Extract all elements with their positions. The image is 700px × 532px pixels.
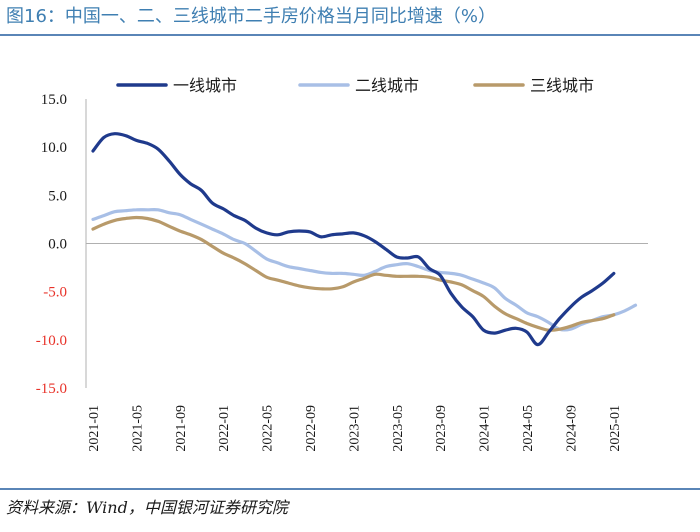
x-tick-label: 2023-05 — [391, 405, 406, 452]
y-tick-label: -5.0 — [43, 285, 67, 301]
x-tick-label: 2024-05 — [521, 405, 536, 452]
y-tick-label: -10.0 — [36, 333, 67, 349]
x-tick-label: 2022-09 — [304, 405, 319, 452]
x-tick-label: 2023-01 — [347, 405, 362, 452]
x-tick-label: 2023-09 — [434, 405, 449, 452]
x-tick-label: 2021-05 — [130, 405, 145, 452]
x-tick-label: 2024-01 — [478, 405, 493, 452]
y-tick-label: 15.0 — [41, 92, 67, 108]
x-tick-label: 2021-01 — [87, 405, 102, 452]
x-tick-label: 2022-01 — [217, 405, 232, 452]
source-note: 资料来源：Wind，中国银河证券研究院 — [6, 498, 288, 517]
x-axis: 2021-01 2021-05 2021-09 2022-01 2022-05 2022-… — [86, 243, 648, 452]
title-divider — [0, 34, 700, 36]
y-tick-label: 10.0 — [41, 140, 67, 156]
chart-title: 图16：中国一、二、三线城市二手房价格当月同比增速（%） — [6, 6, 497, 27]
y-tick-label: 0.0 — [48, 237, 67, 253]
series-line-3 — [91, 215, 616, 332]
x-tick-label: 2024-09 — [564, 405, 579, 452]
series-group — [91, 132, 638, 347]
y-axis: 15.0 10.0 5.0 0.0 -5.0 -10.0 -15.0 — [36, 92, 87, 397]
legend-label: 一线城市 — [173, 76, 237, 95]
y-tick-label: -15.0 — [36, 381, 67, 397]
x-tick-label: 2025-01 — [608, 405, 623, 452]
series-line-2 — [91, 207, 638, 332]
legend-label: 二线城市 — [355, 76, 419, 95]
y-tick-label: 5.0 — [48, 188, 67, 204]
line-chart: 一线城市 二线城市 三线城市 15.0 10.0 5.0 0.0 -5.0 -10.0 -15.… — [36, 76, 648, 452]
series-line-1 — [91, 132, 616, 347]
legend-label: 三线城市 — [530, 76, 594, 95]
x-tick-label: 2022-05 — [261, 405, 276, 452]
x-tick-label: 2021-09 — [174, 405, 189, 452]
footer-divider — [0, 488, 700, 490]
legend: 一线城市 二线城市 三线城市 — [116, 76, 594, 95]
